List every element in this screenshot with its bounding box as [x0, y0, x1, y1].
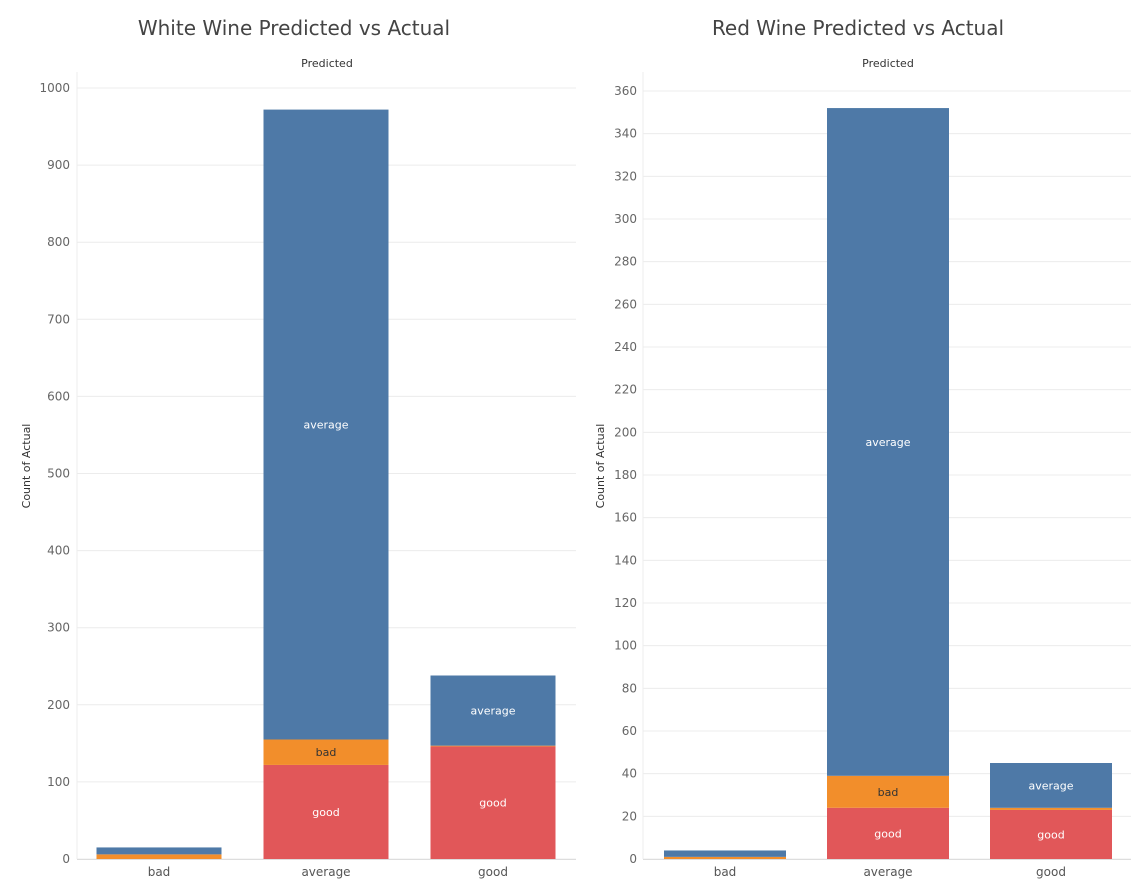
bar-data-label: good: [874, 827, 901, 840]
y-tick-label: 40: [622, 767, 637, 781]
bar-segment-average-average: [827, 108, 949, 776]
x-category-label: average: [301, 865, 350, 879]
y-tick-label: 900: [47, 158, 70, 172]
y-tick-label: 300: [47, 621, 70, 635]
y-axis-title: Count of Actual: [20, 424, 33, 509]
y-tick-label: 220: [614, 383, 637, 397]
chart-title: Red Wine Predicted vs Actual: [712, 16, 1004, 40]
x-category-label: good: [478, 865, 508, 879]
y-tick-label: 700: [47, 312, 70, 326]
y-tick-label: 80: [622, 681, 637, 695]
bar-data-label: good: [312, 806, 339, 819]
bar-segment-bad-good: [430, 745, 556, 747]
y-tick-label: 0: [62, 852, 70, 866]
y-tick-label: 120: [614, 596, 637, 610]
bar-segment-average-bad: [96, 847, 222, 855]
y-tick-label: 360: [614, 84, 637, 98]
bar-data-label: bad: [316, 746, 337, 759]
bar-segment-good-good: [430, 746, 556, 859]
x-category-label: bad: [714, 865, 737, 879]
y-tick-label: 500: [47, 467, 70, 481]
y-tick-label: 100: [47, 775, 70, 789]
bar-data-label: average: [303, 419, 348, 432]
y-tick-label: 140: [614, 553, 637, 567]
bar-data-label: bad: [878, 786, 899, 799]
x-category-label: average: [863, 865, 912, 879]
chart-title: White Wine Predicted vs Actual: [138, 16, 450, 40]
bar-segment-average-bad: [664, 850, 786, 857]
bar-segment-bad-bad: [664, 856, 786, 859]
y-tick-label: 160: [614, 511, 637, 525]
y-tick-label: 300: [614, 212, 637, 226]
x-category-label: good: [1036, 865, 1066, 879]
y-axis-title: Count of Actual: [594, 424, 607, 509]
column-header: Predicted: [301, 57, 353, 70]
bar-segment-bad-bad: [96, 854, 222, 859]
white-wine-chart: White Wine Predicted vs Actual Predicted…: [20, 16, 576, 879]
y-tick-label: 320: [614, 169, 637, 183]
y-tick-label: 20: [622, 809, 637, 823]
bar-segment-good-average: [827, 807, 949, 859]
y-tick-label: 180: [614, 468, 637, 482]
bar-data-label: good: [479, 797, 506, 810]
bar-data-label: average: [470, 705, 515, 718]
y-tick-label: 600: [47, 389, 70, 403]
bar-segment-good-good: [990, 809, 1112, 859]
x-category-label: bad: [148, 865, 171, 879]
y-tick-label: 800: [47, 235, 70, 249]
y-tick-label: 340: [614, 127, 637, 141]
y-tick-label: 100: [614, 639, 637, 653]
red-wine-chart: Red Wine Predicted vs Actual Predicted C…: [594, 16, 1131, 879]
bar-data-label: average: [1028, 779, 1073, 792]
bar-segment-bad-average: [263, 739, 389, 765]
y-tick-label: 1000: [39, 81, 70, 95]
y-tick-label: 240: [614, 340, 637, 354]
bar-segment-average-good: [990, 763, 1112, 808]
y-tick-label: 200: [47, 698, 70, 712]
y-tick-label: 280: [614, 255, 637, 269]
column-header: Predicted: [862, 57, 914, 70]
y-tick-label: 200: [614, 425, 637, 439]
bar-segment-average-good: [430, 675, 556, 746]
bar-segment-bad-average: [827, 775, 949, 808]
bar-segment-good-average: [263, 764, 389, 859]
y-tick-label: 60: [622, 724, 637, 738]
bar-data-label: good: [1037, 828, 1064, 841]
y-tick-label: 400: [47, 544, 70, 558]
bar-data-label: average: [865, 436, 910, 449]
y-tick-label: 260: [614, 297, 637, 311]
bar-segment-average-average: [263, 109, 389, 740]
y-tick-label: 0: [629, 852, 637, 866]
bar-segment-bad-good: [990, 807, 1112, 810]
